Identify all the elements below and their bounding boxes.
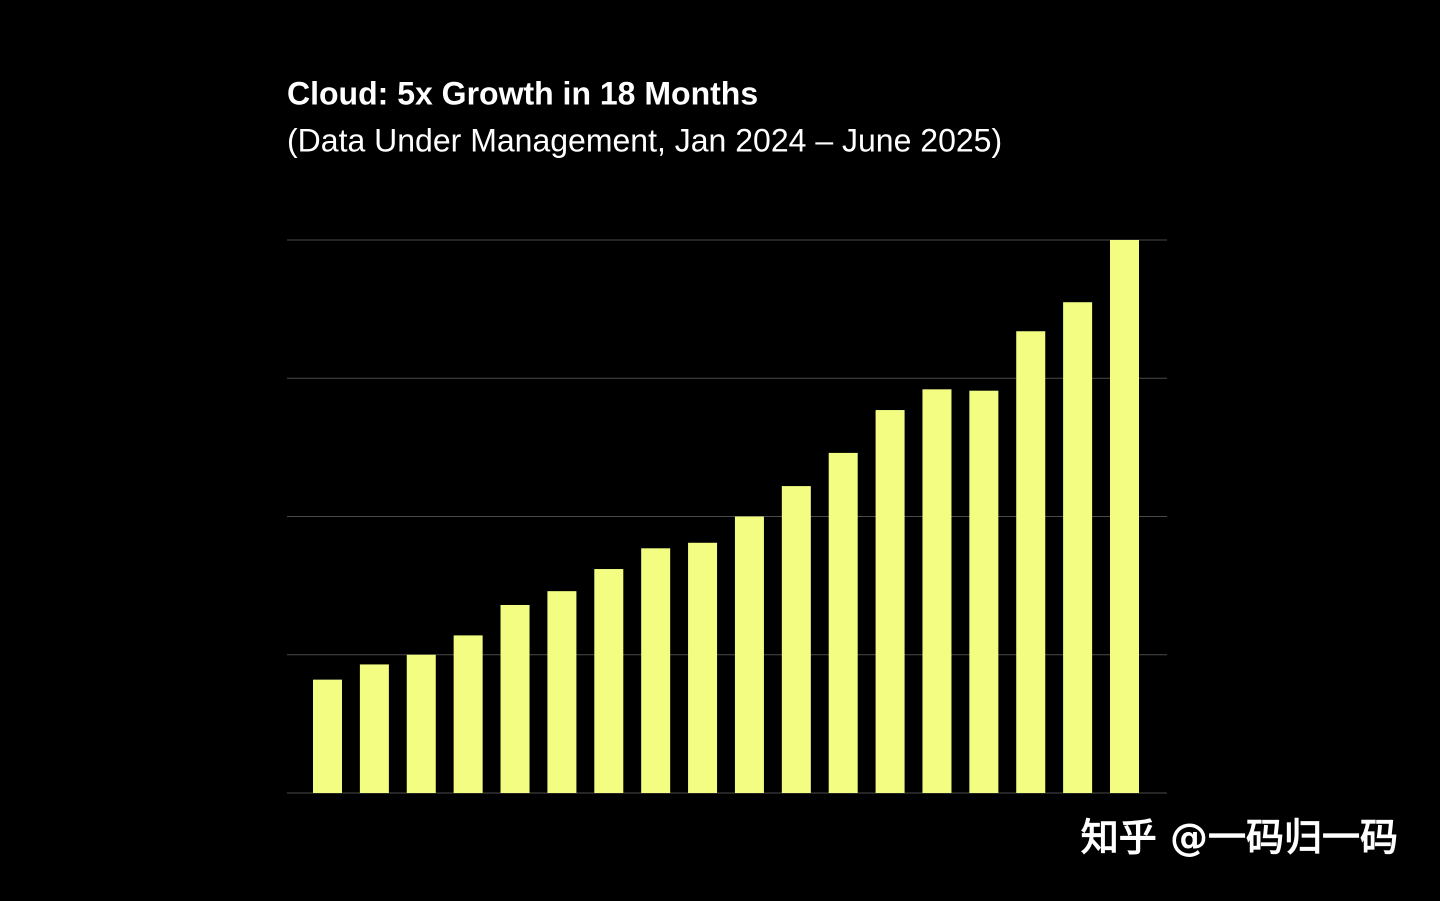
bar <box>1063 302 1093 793</box>
bar <box>828 452 858 793</box>
bar <box>500 604 530 793</box>
chart-subtitle: (Data Under Management, Jan 2024 – June … <box>287 122 1002 158</box>
bar <box>688 542 718 793</box>
bar <box>594 569 624 793</box>
bar <box>1016 331 1046 793</box>
bar <box>359 664 389 793</box>
bar <box>406 654 436 793</box>
bar <box>453 635 483 793</box>
bar <box>734 516 764 793</box>
bar <box>922 389 952 793</box>
bar <box>641 548 671 793</box>
bar <box>781 486 811 793</box>
bar <box>875 410 905 793</box>
watermark: 知乎 @一码归一码 <box>1081 816 1398 860</box>
chart-title: Cloud: 5x Growth in 18 Months <box>287 75 758 111</box>
bar <box>547 591 577 793</box>
bar <box>313 679 342 793</box>
bar <box>969 390 999 793</box>
bar <box>1110 240 1139 793</box>
